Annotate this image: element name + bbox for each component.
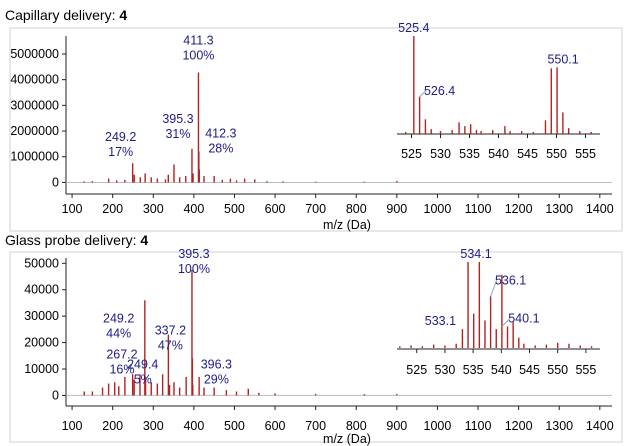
x-tick-label: 700 [305, 202, 326, 216]
x-axis-label: m/z (Da) [323, 432, 371, 446]
x-tick-label: 1200 [505, 202, 533, 216]
y-tick-label: 0 [52, 388, 59, 402]
x-tick-label: 600 [265, 202, 286, 216]
x-tick-label: 600 [265, 419, 286, 433]
y-tick-label: 10000 [24, 362, 59, 376]
x-tick-label: 900 [386, 419, 407, 433]
panel-title: Capillary delivery: 4 [5, 7, 127, 23]
inset-x-tick-label: 545 [519, 363, 540, 377]
peak-label-mz: 249.2 [103, 311, 134, 325]
x-tick-label: 800 [346, 419, 367, 433]
x-tick-label: 1200 [505, 419, 533, 433]
inset-x-tick-label: 545 [517, 147, 538, 161]
peak-label-percent: 47% [158, 339, 183, 353]
y-tick-label: 1000000 [10, 150, 59, 164]
peak-label-percent: 44% [106, 326, 131, 340]
spectrum-panel-2: Glass probe delivery: 4 50000 40000 30000 20… [5, 232, 623, 446]
x-tick-label: 700 [305, 419, 326, 433]
peak-label-mz: 395.3 [162, 112, 193, 126]
inset-x-tick-label: 550 [546, 147, 567, 161]
panel-frame [9, 27, 623, 232]
x-tick-label: 400 [183, 202, 204, 216]
y-tick-label: 30000 [24, 309, 59, 323]
y-tick-label: 5000000 [10, 47, 59, 61]
panel-title-compound: 4 [140, 232, 148, 248]
x-tick-label: 1400 [586, 419, 614, 433]
panel-title: Glass probe delivery: 4 [5, 232, 148, 248]
inset-x-tick-label: 535 [463, 363, 484, 377]
inset-x-tick-label: 525 [406, 363, 427, 377]
peak-label-percent: 100% [178, 262, 210, 276]
inset-x-tick-label: 540 [491, 363, 512, 377]
x-axis-label: m/z (Da) [323, 218, 371, 232]
inset-peak-label: 550.1 [547, 52, 578, 66]
inset-x-tick-label: 525 [401, 147, 422, 161]
inset-peak-label: 533.1 [425, 314, 456, 328]
peak-label-mz: 267.2 [106, 347, 137, 361]
zoom-inset: 525 530 535 540 545 550 555 525.4 526.4 550.1 [397, 21, 600, 161]
panel-frame [9, 251, 623, 443]
peak-label-percent: 29% [204, 372, 229, 386]
y-tick-label: 4000000 [10, 73, 59, 87]
peak-label-mz: 337.2 [155, 324, 186, 338]
inset-x-tick-label: 530 [435, 363, 456, 377]
x-tick-label: 300 [143, 202, 164, 216]
x-tick-label: 1400 [586, 202, 614, 216]
inset-x-tick-label: 555 [575, 363, 596, 377]
inset-peak-label: 534.1 [460, 247, 491, 261]
y-tick-label: 3000000 [10, 98, 59, 112]
inset-x-tick-label: 540 [488, 147, 509, 161]
y-tick-label: 0 [52, 175, 59, 189]
peak-label-percent: 17% [108, 145, 133, 159]
x-tick-label: 1100 [465, 419, 492, 433]
peak-label-percent: 16% [109, 362, 134, 376]
y-tick-label: 40000 [24, 283, 59, 297]
peak-label-percent: 100% [182, 48, 214, 62]
x-tick-label: 800 [346, 202, 367, 216]
peak-label-percent: 5% [134, 372, 152, 386]
inset-label-leader [419, 90, 426, 98]
zoom-inset: 525 530 535 540 545 550 555 534.1 536.1 533.1 540.… [397, 247, 600, 377]
inset-x-tick-label: 555 [575, 147, 596, 161]
x-tick-label: 200 [102, 419, 123, 433]
peak-label-mz: 396.3 [201, 357, 232, 371]
inset-peak-label: 525.4 [398, 21, 429, 35]
inset-peak-label: 540.1 [508, 312, 539, 326]
x-tick-label: 1300 [545, 202, 573, 216]
inset-peak-label: 526.4 [424, 84, 455, 98]
y-tick-label: 50000 [24, 256, 59, 270]
panel-title-text: Glass probe delivery: [5, 232, 140, 248]
y-tick-label: 20000 [24, 336, 59, 350]
inset-peak-label: 536.1 [495, 273, 526, 287]
panel-title-text: Capillary delivery: [5, 7, 119, 23]
peak-label-percent: 28% [208, 142, 233, 156]
y-tick-label: 2000000 [10, 124, 59, 138]
x-tick-label: 500 [224, 419, 245, 433]
x-tick-label: 1100 [465, 202, 492, 216]
peak-label-mz: 249.4 [127, 357, 158, 371]
peak-label-mz: 412.3 [205, 127, 236, 141]
panel-title-compound: 4 [119, 7, 127, 23]
x-tick-label: 1000 [424, 202, 452, 216]
inset-x-tick-label: 535 [459, 147, 480, 161]
x-tick-label: 900 [386, 202, 407, 216]
x-tick-label: 400 [183, 419, 204, 433]
x-tick-label: 1300 [545, 419, 573, 433]
x-tick-label: 300 [143, 419, 164, 433]
peak-label-mz: 411.3 [183, 33, 213, 47]
peak-label-percent: 31% [165, 127, 190, 141]
inset-x-tick-label: 550 [547, 363, 568, 377]
peak-label-mz: 395.3 [178, 247, 209, 261]
spectrum-panel-1: Capillary delivery: 4 5000000 4000000 30000… [5, 7, 623, 232]
x-tick-label: 100 [62, 419, 83, 433]
inset-label-leader [490, 280, 498, 297]
x-tick-label: 200 [102, 202, 123, 216]
inset-x-tick-label: 530 [430, 147, 451, 161]
x-tick-label: 100 [62, 202, 83, 216]
inset-label-leader [501, 318, 511, 327]
peak-label-mz: 249.2 [105, 130, 136, 144]
x-tick-label: 1000 [424, 419, 452, 433]
x-tick-label: 500 [224, 202, 245, 216]
